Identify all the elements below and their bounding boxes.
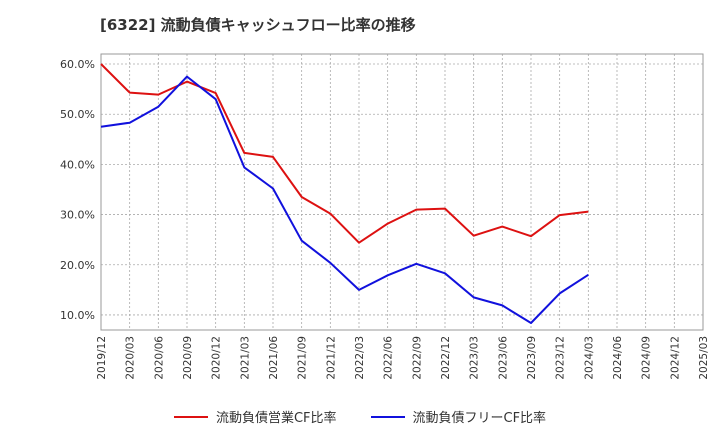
x-tick-label: 2020/06 — [153, 336, 165, 380]
legend-swatch-blue — [370, 415, 405, 418]
legend-swatch-red — [173, 415, 208, 418]
x-tick-label: 2023/03 — [469, 336, 481, 380]
series-lines — [100, 63, 589, 324]
x-tick-label: 2019/12 — [96, 336, 108, 380]
x-tick-label: 2020/12 — [211, 336, 223, 380]
x-tick-label: 2025/03 — [698, 336, 710, 380]
legend-item-free-cf: 流動負債フリーCF比率 — [370, 407, 547, 426]
x-tick-label: 2022/06 — [383, 336, 395, 380]
x-tick-label: 2022/03 — [354, 336, 366, 380]
x-tick-label: 2021/03 — [239, 336, 251, 380]
x-tick-label: 2024/09 — [641, 336, 653, 380]
chart-title: [6322] 流動負債キャッシュフロー比率の推移 — [100, 16, 416, 34]
x-tick-label: 2023/06 — [497, 336, 509, 380]
x-axis-ticks: 2019/12 2020/03 2020/06 2020/09 2020/12 2021/… — [96, 336, 710, 380]
y-tick-label: 50.0% — [60, 108, 95, 121]
y-tick-label: 40.0% — [60, 158, 95, 171]
x-tick-label: 2024/12 — [669, 336, 681, 380]
y-tick-label: 60.0% — [60, 58, 95, 71]
x-tick-label: 2024/06 — [612, 336, 624, 380]
x-tick-label: 2021/06 — [268, 336, 280, 380]
y-tick-label: 30.0% — [60, 209, 95, 222]
x-tick-label: 2020/03 — [125, 336, 137, 380]
x-tick-label: 2023/12 — [555, 336, 567, 380]
x-tick-label: 2022/12 — [440, 336, 452, 380]
x-tick-label: 2020/09 — [182, 336, 194, 380]
y-tick-label: 10.0% — [60, 309, 95, 322]
x-tick-label: 2023/09 — [526, 336, 538, 380]
series-line-operating-cf — [100, 63, 589, 244]
y-tick-label: 20.0% — [60, 259, 95, 272]
x-tick-label: 2021/12 — [325, 336, 337, 380]
legend-label: 流動負債フリーCF比率 — [412, 411, 547, 426]
y-axis-ticks: 10.0% 20.0% 30.0% 40.0% 50.0% 60.0% — [60, 58, 95, 322]
plot-area — [101, 54, 703, 330]
legend-item-operating-cf: 流動負債営業CF比率 — [173, 407, 337, 426]
plot-frame — [100, 53, 704, 331]
legend-label: 流動負債営業CF比率 — [215, 411, 337, 426]
series-line-free-cf — [100, 75, 589, 324]
x-tick-label: 2022/09 — [411, 336, 423, 380]
legend: 流動負債営業CF比率 流動負債フリーCF比率 — [0, 407, 720, 426]
x-tick-label: 2021/09 — [297, 336, 309, 380]
x-tick-label: 2024/03 — [583, 336, 595, 380]
